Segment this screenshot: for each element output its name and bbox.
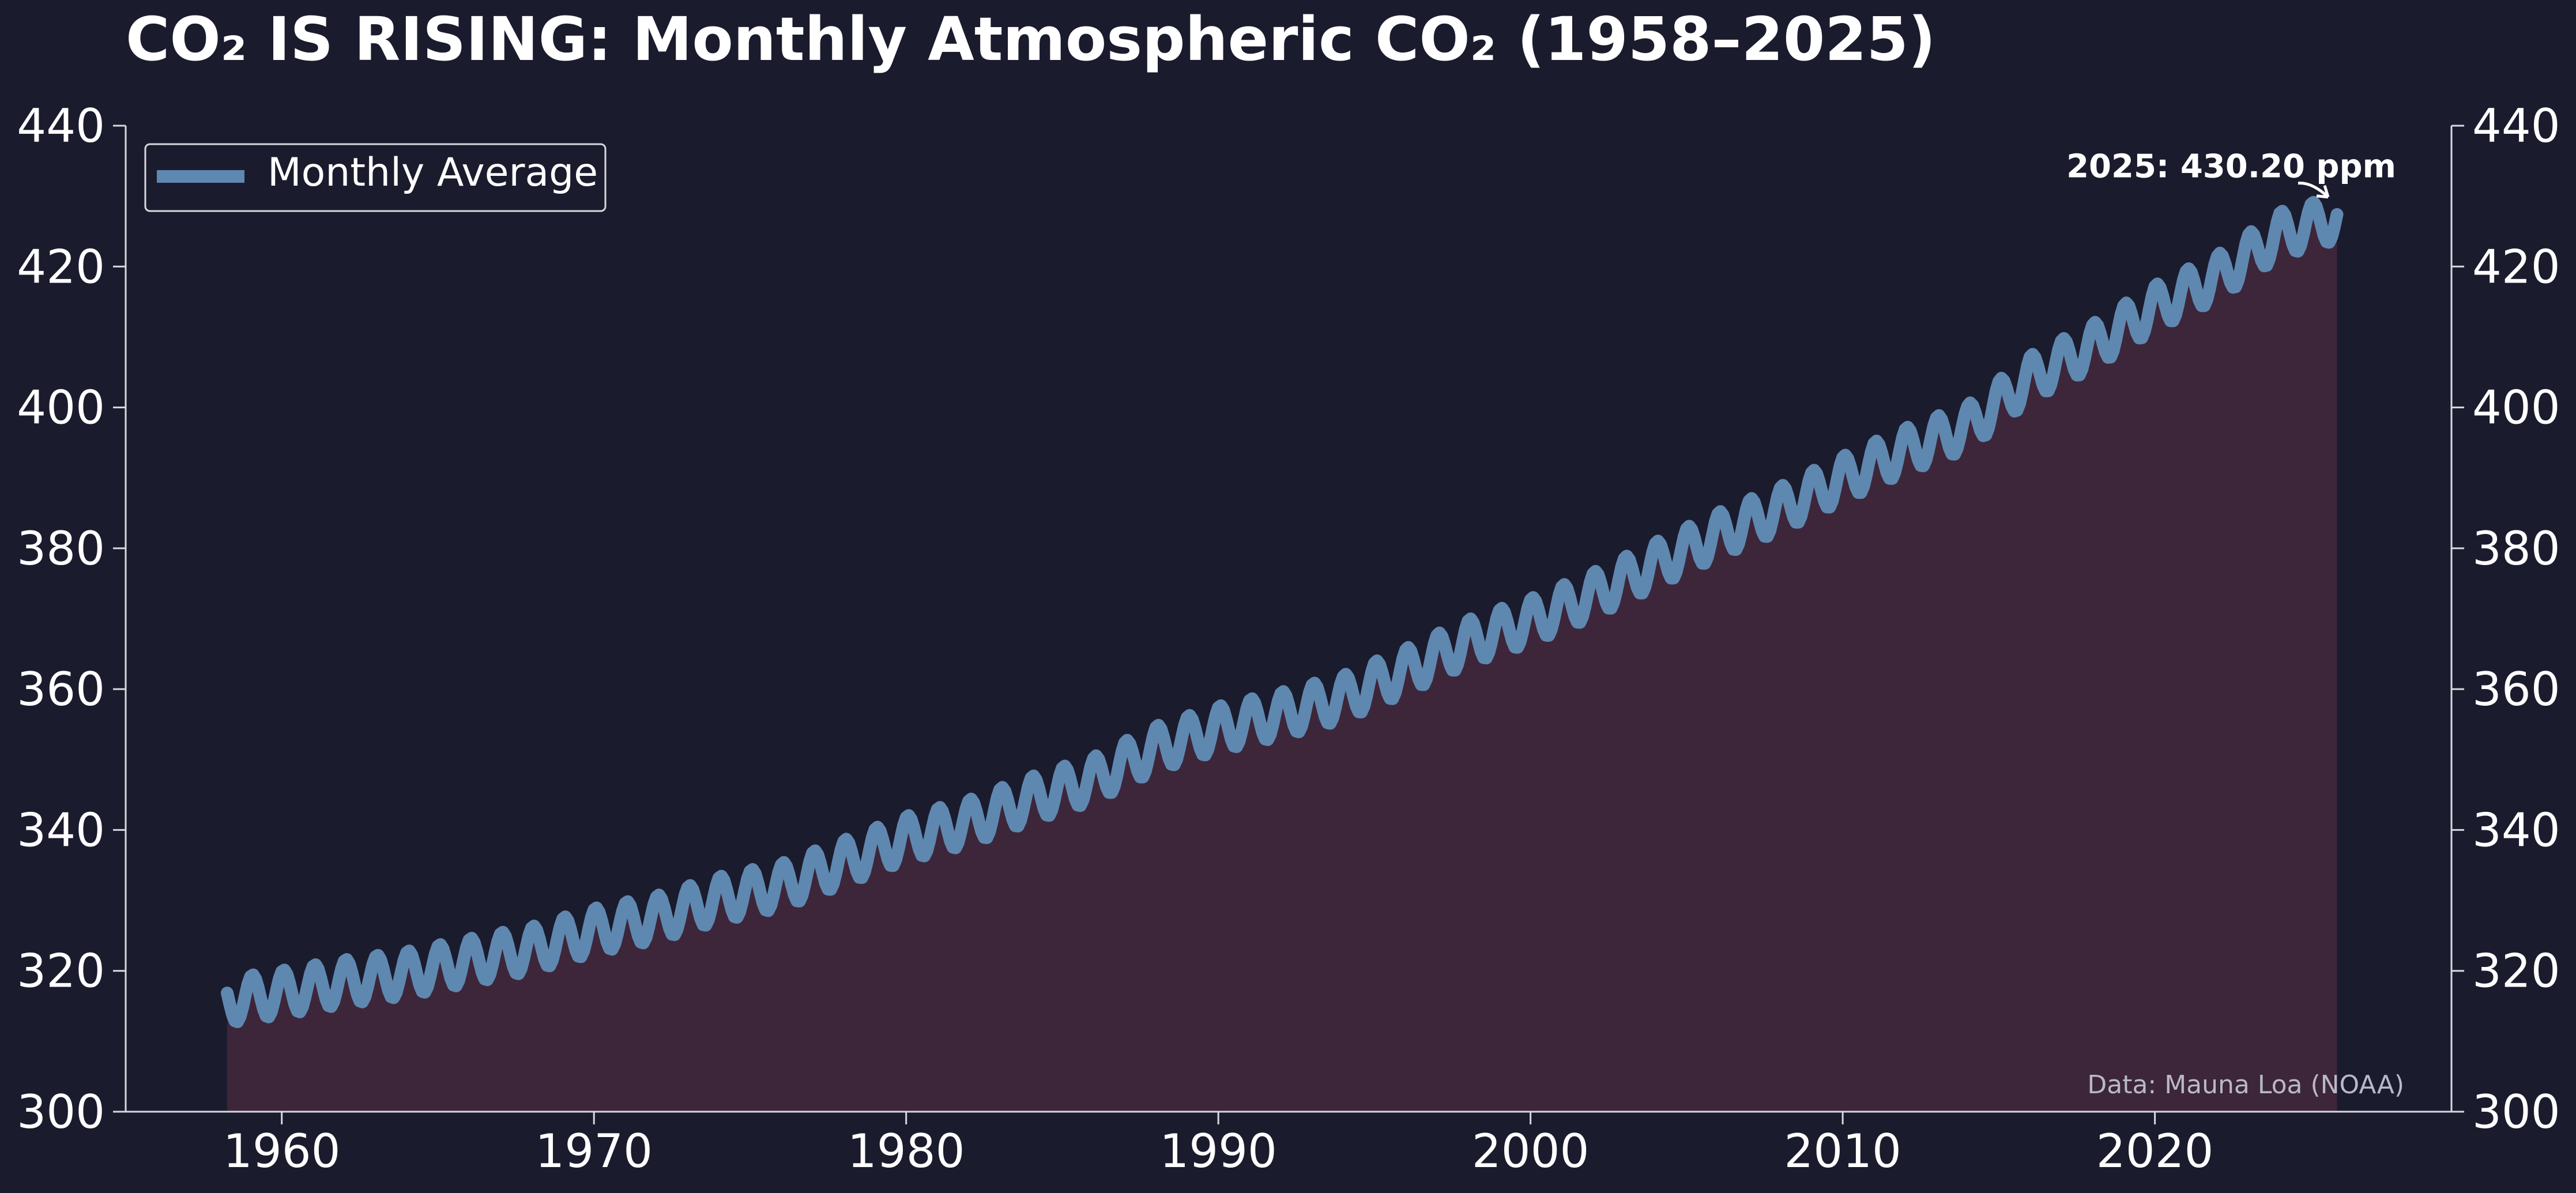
series-line-layer [221, 195, 2344, 1029]
y-tick-label-left: 300 [17, 1085, 105, 1139]
legend: Monthly Average [144, 143, 607, 212]
y-tick-label-right: 380 [2472, 522, 2560, 575]
annotation-arrow [2298, 182, 2330, 199]
y-tick-label-right: 300 [2472, 1085, 2560, 1139]
y-tick-label-left: 340 [17, 803, 105, 857]
annotation-label: 2025: 430.20 ppm [2066, 148, 2396, 186]
y-tick-label-right: 340 [2472, 803, 2560, 857]
x-tick-label: 2020 [2096, 1124, 2214, 1178]
y-tick-label-right: 360 [2472, 663, 2560, 716]
y-tick-label-left: 420 [17, 240, 105, 293]
y-tick-label-left: 440 [17, 99, 105, 153]
y-tick-label-left: 400 [17, 381, 105, 435]
axes-layer [125, 126, 2453, 1113]
x-tick-label: 1970 [535, 1124, 653, 1178]
y-tick-label-right: 420 [2472, 240, 2560, 293]
x-tick-label: 1960 [223, 1124, 341, 1178]
y-tick-label-left: 360 [17, 663, 105, 716]
annotation-layer: 2025: 430.20 ppm [2066, 148, 2396, 199]
y-tick-label-right: 400 [2472, 381, 2560, 435]
ticks-layer: 1960 1970 1980 1990 2000 2010 2020 300 300 320 320… [17, 99, 2560, 1178]
legend-label-monthly-average: Monthly Average [268, 150, 598, 195]
x-tick-label: 1980 [848, 1124, 965, 1178]
x-tick-label: 2010 [1784, 1124, 1901, 1178]
y-tick-label-right: 320 [2472, 944, 2560, 998]
y-tick-label-right: 440 [2472, 99, 2560, 153]
legend-box [144, 143, 607, 212]
x-tick-label: 1990 [1159, 1124, 1277, 1178]
x-tick-label: 2000 [1472, 1124, 1590, 1178]
y-tick-label-left: 320 [17, 944, 105, 998]
series-line-monthly-average [221, 195, 2344, 1029]
source-note: Data: Mauna Loa (NOAA) [2087, 1070, 2404, 1100]
chart-title: CO₂ IS RISING: Monthly Atmospheric CO₂ (… [126, 4, 1935, 74]
y-tick-label-left: 380 [17, 522, 105, 575]
